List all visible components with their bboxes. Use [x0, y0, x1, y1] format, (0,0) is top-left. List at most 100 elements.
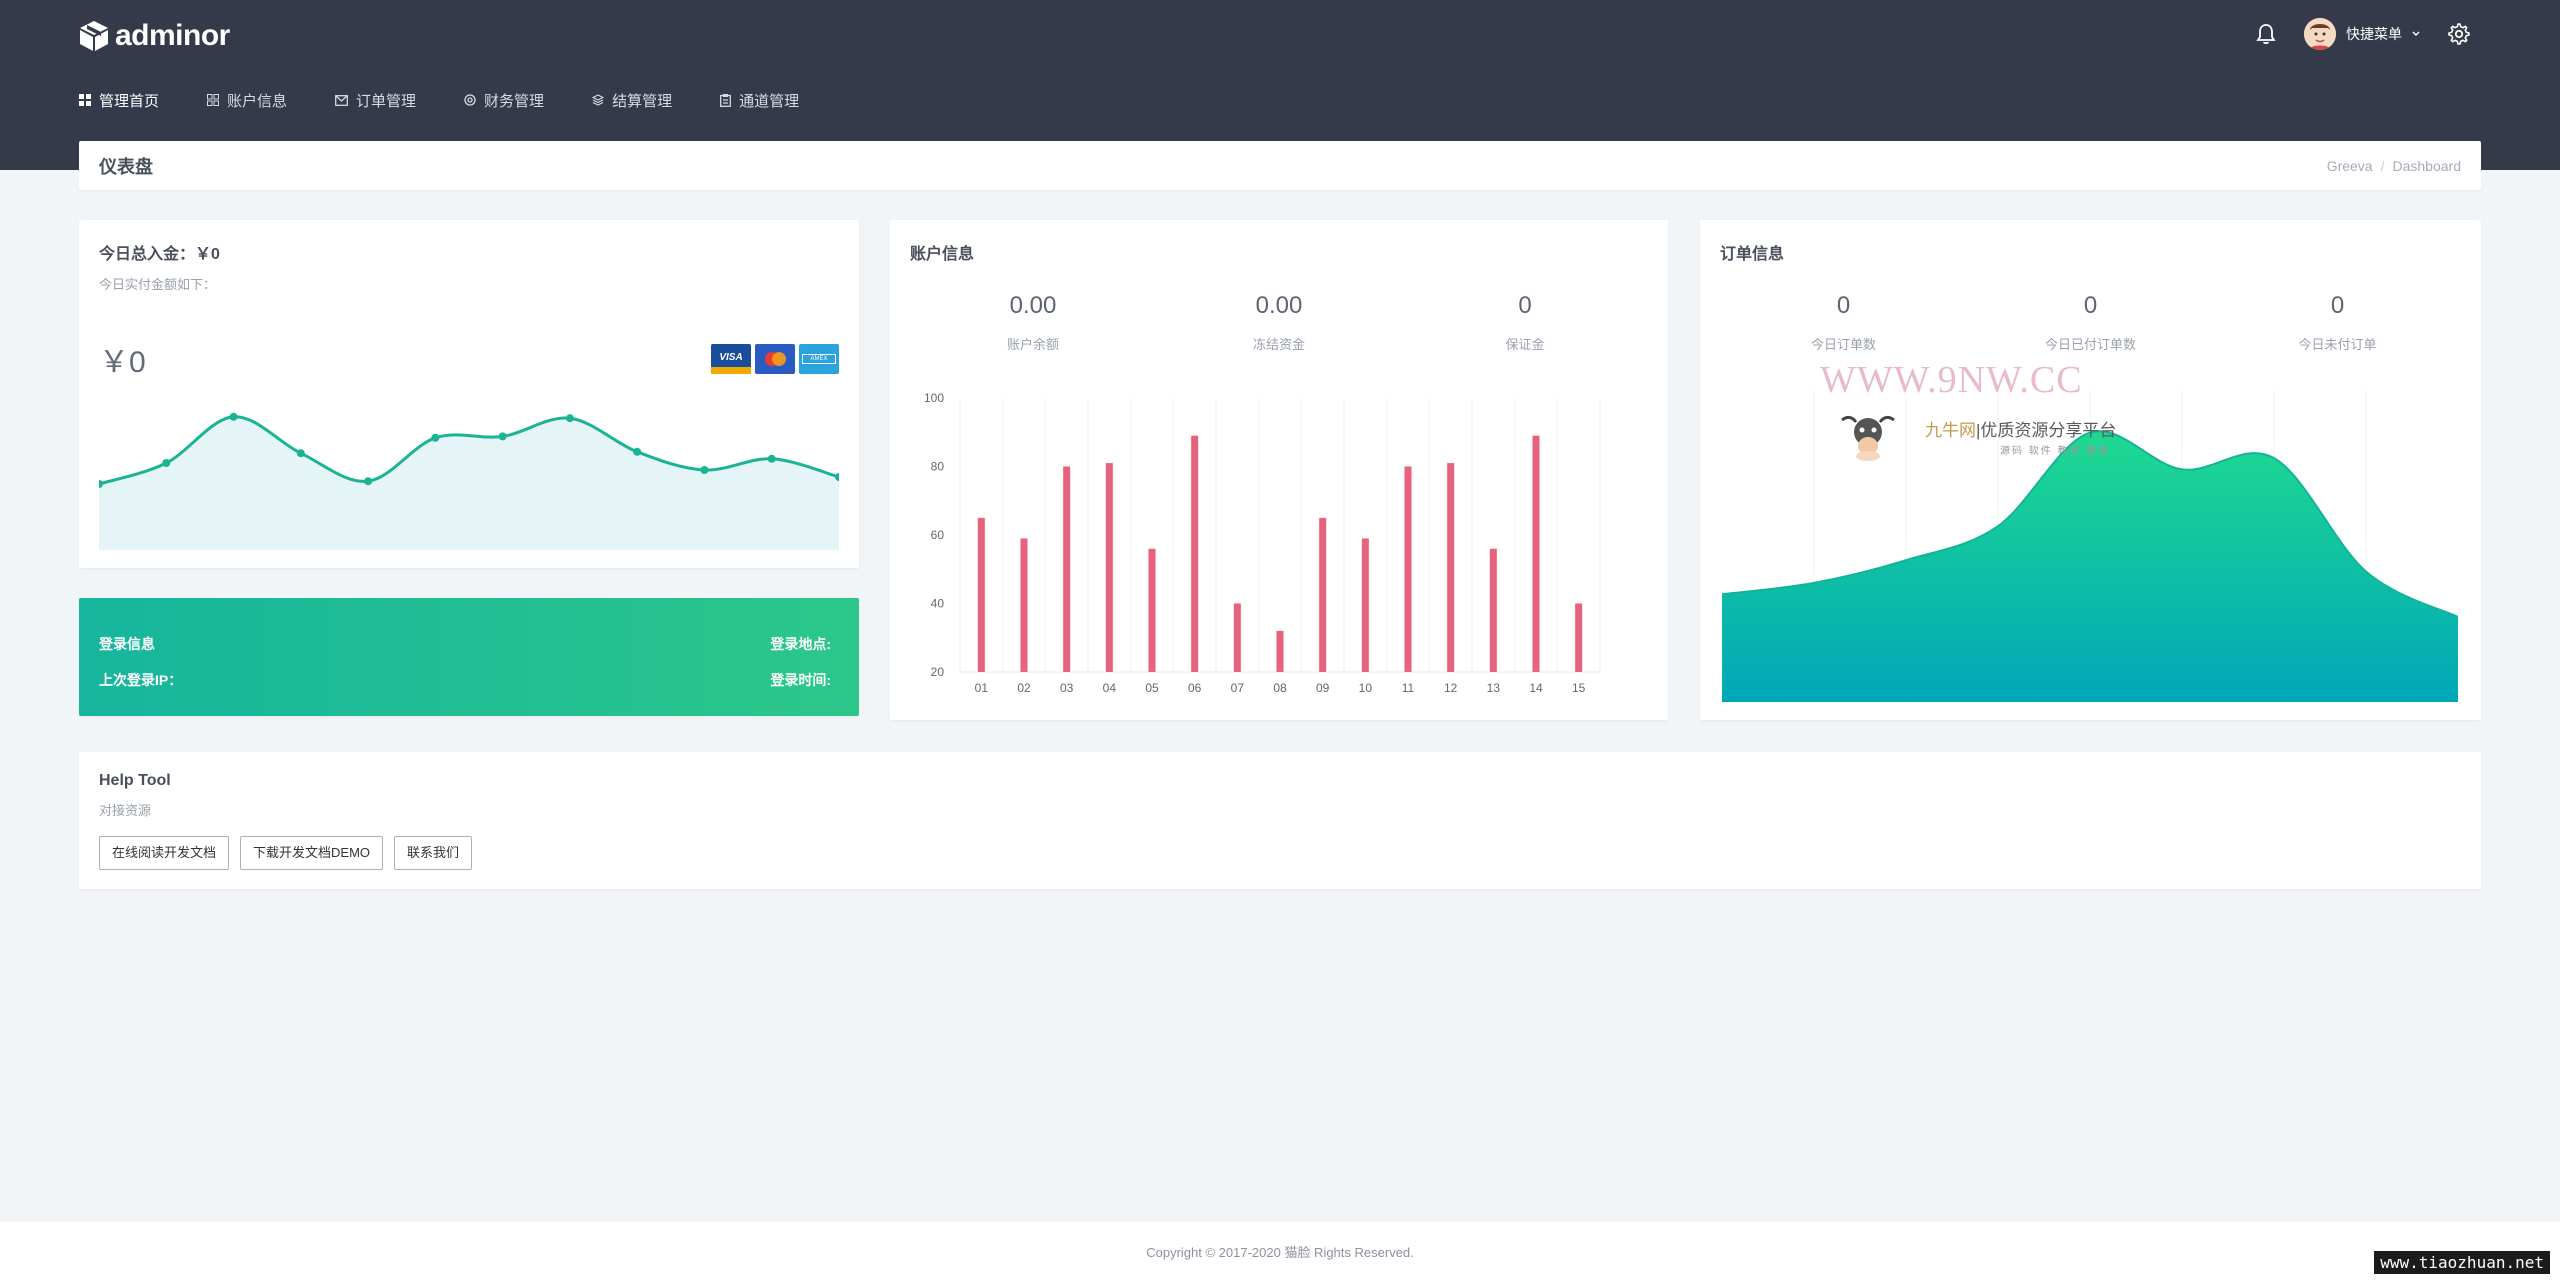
- spark-point: [498, 432, 507, 441]
- bar: [1532, 435, 1540, 672]
- bar: [1575, 603, 1583, 672]
- spark-point: [229, 412, 238, 421]
- x-tick-label: 13: [1487, 681, 1501, 695]
- login-info-card: 登录信息 登录地点: 上次登录IP： 登录时间:: [79, 598, 859, 716]
- account-info-title: 账户信息: [910, 246, 975, 263]
- stat-value: 0.00: [1255, 292, 1303, 319]
- header-actions: 快捷菜单: [2256, 18, 2470, 50]
- clipboard-icon: [720, 93, 732, 107]
- today-income-card: 今日总入金：￥0 今日实付金额如下： ￥0 VISA AMEX: [79, 220, 859, 568]
- spark-point: [364, 477, 373, 486]
- mail-icon: [335, 94, 348, 106]
- mastercard-icon: [755, 344, 795, 374]
- nav-item-channel[interactable]: 通道管理: [720, 88, 799, 112]
- login-info-label: 登录信息: [99, 636, 155, 652]
- spark-point: [565, 414, 574, 423]
- x-tick-label: 12: [1444, 681, 1458, 695]
- account-bar-chart: 20 40 60 80 100 01 02 03 04 05 06 07 08 09 10 11 12 13 14 1…: [924, 391, 1601, 695]
- nav-label: 财务管理: [484, 92, 545, 110]
- spark-point: [767, 454, 776, 463]
- stat-label: 保证金: [1505, 337, 1545, 352]
- stat-frozen: 0.00 冻结资金: [1156, 292, 1402, 353]
- spark-point: [99, 480, 103, 488]
- stat-value: 0: [2330, 292, 2345, 319]
- order-area-edge: [1722, 430, 2458, 618]
- nav-label: 通道管理: [739, 92, 800, 110]
- bar: [1191, 435, 1199, 672]
- card-brands: VISA AMEX: [711, 344, 839, 374]
- breadcrumb-separator: /: [2380, 157, 2385, 174]
- y-tick-label: 20: [931, 665, 945, 679]
- nav-item-finance[interactable]: 财务管理: [464, 88, 544, 112]
- nav-label: 账户信息: [227, 92, 288, 110]
- x-tick-label: 07: [1231, 681, 1245, 695]
- x-tick-label: 04: [1103, 681, 1117, 695]
- dashboard-icon: [79, 94, 91, 106]
- bar: [1148, 548, 1156, 672]
- income-sparkline: [99, 412, 839, 550]
- page-title-bar: 仪表盘 Greeva / Dashboard: [79, 141, 2481, 190]
- breadcrumb: Greeva / Dashboard: [2327, 158, 2461, 174]
- x-tick-label: 10: [1359, 681, 1373, 695]
- spark-point: [296, 449, 305, 458]
- avatar: [2304, 18, 2336, 50]
- x-tick-label: 05: [1145, 681, 1159, 695]
- x-tick-label: 02: [1017, 681, 1031, 695]
- stat-value: 0: [1518, 292, 1532, 319]
- x-tick-label: 11: [1402, 681, 1415, 695]
- stat-label: 今日未付订单: [2298, 337, 2377, 352]
- spark-area: [99, 416, 839, 550]
- bar: [1020, 538, 1028, 672]
- stat-label: 今日订单数: [1810, 337, 1876, 352]
- finance-icon: [464, 94, 476, 106]
- y-tick-label: 100: [924, 391, 944, 405]
- x-tick-label: 08: [1273, 681, 1287, 695]
- bar: [1404, 466, 1412, 672]
- read-docs-button[interactable]: 在线阅读开发文档: [99, 836, 230, 870]
- stat-label: 冻结资金: [1252, 337, 1305, 352]
- main-nav: 管理首页 账户信息 订单管理 财务管理 结算管理 通道管理: [79, 88, 799, 112]
- stat-balance: 0.00 账户余额: [910, 292, 1156, 353]
- bar: [1063, 466, 1071, 672]
- y-tick-label: 60: [931, 528, 945, 542]
- stat-value: 0: [2083, 292, 2098, 319]
- nav-label: 订单管理: [356, 92, 417, 110]
- bar: [1233, 603, 1241, 672]
- order-area-chart: [1722, 390, 2458, 702]
- bar: [1361, 538, 1369, 672]
- y-tick-label: 80: [931, 460, 945, 474]
- site-badge: www.tiaozhuan.net: [2374, 1251, 2550, 1274]
- spark-point: [633, 447, 642, 456]
- nav-item-orders[interactable]: 订单管理: [335, 88, 416, 112]
- stat-label: 今日已付订单数: [2044, 337, 2136, 352]
- brand[interactable]: adminor: [79, 18, 230, 54]
- x-tick-label: 03: [1060, 681, 1074, 695]
- order-info-card: 订单信息 0 今日订单数 0 今日已付订单数 0 今日未付订单: [1700, 220, 2481, 720]
- layers-icon: [592, 94, 605, 106]
- x-tick-label: 01: [975, 681, 989, 695]
- account-icon: [207, 94, 220, 106]
- visa-card-icon: VISA: [711, 344, 751, 374]
- bar: [1319, 517, 1327, 672]
- download-demo-button[interactable]: 下载开发文档DEMO: [240, 836, 384, 870]
- x-tick-label: 14: [1529, 681, 1543, 695]
- order-area: [1722, 431, 2458, 702]
- nav-item-account[interactable]: 账户信息: [207, 88, 287, 112]
- gear-icon[interactable]: [2448, 23, 2470, 45]
- page-title: 仪表盘: [99, 156, 153, 177]
- spark-point: [431, 433, 440, 442]
- box-logo-icon: [80, 21, 108, 51]
- nav-label: 管理首页: [99, 92, 160, 110]
- bell-icon[interactable]: [2256, 23, 2276, 45]
- stat-label: 账户余额: [1006, 337, 1059, 352]
- spark-point: [700, 466, 709, 474]
- login-ip-label: 上次登录IP：: [99, 672, 183, 688]
- user-menu[interactable]: 快捷菜单: [2304, 18, 2420, 50]
- nav-item-settlement[interactable]: 结算管理: [592, 88, 672, 112]
- stat-orders-today: 0 今日订单数: [1720, 292, 1967, 353]
- brand-name: adminor: [115, 19, 230, 52]
- today-amount: ￥0: [99, 346, 146, 379]
- contact-us-button[interactable]: 联系我们: [394, 836, 473, 870]
- breadcrumb-item[interactable]: Greeva: [2326, 157, 2373, 174]
- nav-item-home[interactable]: 管理首页: [79, 88, 159, 112]
